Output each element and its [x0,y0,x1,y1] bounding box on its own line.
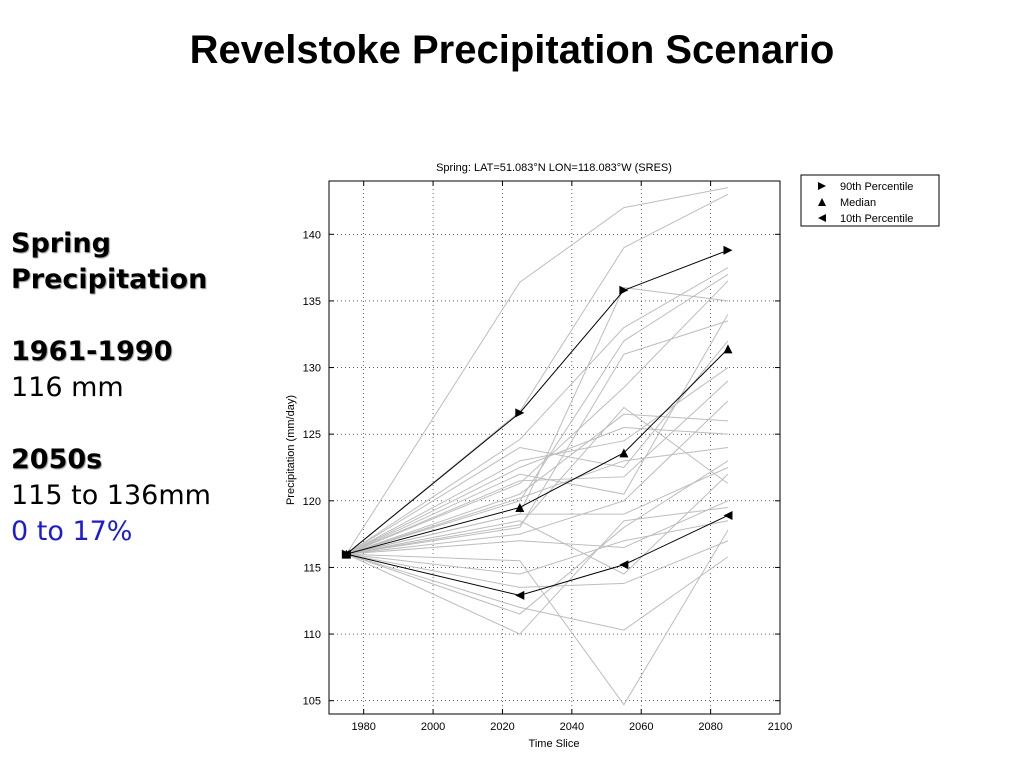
scenario-line [346,267,729,555]
x-tick-label: 2020 [490,721,514,733]
series-line [346,348,729,555]
side-heading-line2: Precipitation [11,264,208,295]
baseline-value: 116 mm [11,372,124,403]
scenario-line [346,193,729,555]
scenario-line [346,400,729,555]
y-axis-title: Precipitation (mm/day) [285,395,297,505]
scenario-line [346,540,729,588]
scenario-line [346,406,729,555]
y-tick-label: 135 [303,296,321,308]
x-tick-label: 2040 [560,721,584,733]
x-tick-label: 2100 [768,721,792,733]
series-marker [723,245,733,255]
scenario-line [346,460,729,615]
x-axis-title: Time Slice [529,738,580,750]
legend-marker [818,198,826,206]
x-tick-label: 2080 [698,721,722,733]
baseline-period: 1961-1990 [11,336,173,367]
legend-marker [818,214,826,222]
y-tick-label: 120 [303,496,321,508]
scenario-line [346,427,728,555]
y-tick-label: 105 [303,696,321,708]
scenario-line [346,380,729,555]
scenario-line [345,187,729,555]
series-marker [515,590,525,600]
series-marker [723,510,733,520]
chart-title: Spring: LAT=51.083°N LON=118.083°W (SRES… [436,162,672,174]
legend-marker [818,182,826,190]
y-tick-label: 125 [303,429,321,441]
plot-frame [328,180,781,715]
side-heading-line1: Spring [11,228,111,259]
tick-layer: 1980 2000 2020 2040 2060 2080 2100 105 110 115 120… [303,181,792,733]
series-marker [515,502,525,512]
series-marker [341,549,351,559]
scenario-line [346,320,729,555]
scenario-line [346,473,729,575]
y-tick-label: 140 [303,229,321,241]
x-tick-label: 2060 [629,721,653,733]
scenario-line [346,520,729,575]
y-tick-label: 130 [303,363,321,375]
slide-title: Revelstoke Precipitation Scenario [189,28,835,72]
percentile-series [341,245,733,600]
legend: 90th Percentile Median 10th Percentile [800,174,940,227]
series-marker [619,448,629,458]
legend-label: Median [840,197,876,209]
series-line [346,249,729,555]
series-marker [515,408,525,418]
scenario-line [346,280,729,555]
scenario-line [346,413,728,555]
y-tick-label: 110 [303,629,321,641]
series-marker [619,285,629,295]
scenario-line [346,313,729,555]
legend-label: 10th Percentile [840,213,913,225]
future-period: 2050s [11,444,103,475]
scenario-line [346,447,729,555]
scenario-line [346,467,729,555]
scenario-lines [345,187,729,706]
scenario-line [346,273,729,555]
x-tick-label: 1980 [351,721,375,733]
scenario-line [346,529,729,706]
series-marker [619,560,629,570]
future-change: 0 to 17% [11,516,133,547]
series-marker [723,344,733,354]
y-tick-label: 115 [303,562,321,574]
scenario-line [346,506,729,635]
series-line [346,515,729,596]
legend-box [800,174,940,227]
x-tick-label: 2000 [421,721,445,733]
legend-label: 90th Percentile [840,181,913,193]
scenario-line [346,553,729,631]
future-range: 115 to 136mm [11,480,211,511]
side-text-panel: Spring Precipitation 1961-1990 116 mm 20… [11,226,271,550]
